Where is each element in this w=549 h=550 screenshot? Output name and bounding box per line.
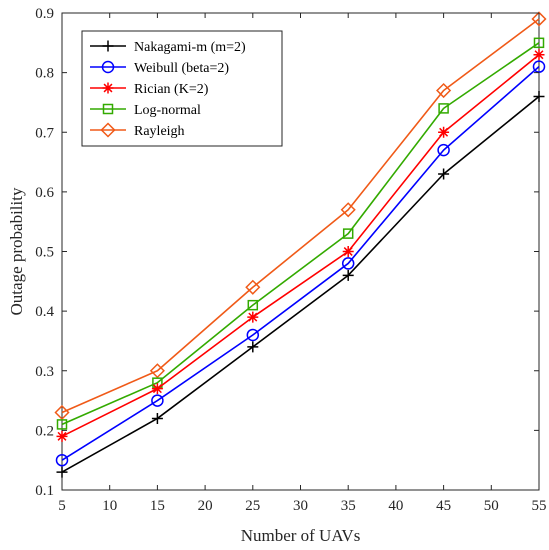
series-3 [56, 49, 545, 442]
legend-entry: Nakagami-m (m=2) [90, 40, 246, 55]
x-tick-label: 35 [341, 498, 356, 514]
y-tick-label: 0.4 [35, 304, 54, 320]
data-point [342, 269, 354, 281]
x-tick-label: 55 [532, 498, 547, 514]
data-point [342, 246, 354, 257]
data-point [56, 430, 68, 442]
data-point [340, 202, 356, 218]
x-tick-label: 20 [198, 498, 213, 514]
data-point [247, 299, 259, 311]
series-line [61, 42, 540, 426]
series-line [61, 54, 540, 438]
x-tick-label: 50 [484, 498, 499, 514]
legend-marker [101, 60, 115, 74]
legend: Nakagami-m (m=2) Weibull (beta=2) Rician (… [81, 30, 283, 147]
series-line [61, 18, 540, 414]
data-point [151, 383, 163, 395]
data-point [437, 143, 450, 157]
legend-label: Rician (K=2) [134, 82, 209, 97]
legend-label: Log-normal [134, 103, 201, 118]
data-point [247, 311, 259, 323]
data-point [246, 328, 260, 342]
legend-label: Rayleigh [134, 124, 185, 139]
series-line [61, 66, 540, 461]
data-point [531, 11, 547, 27]
legend-entry: Rician (K=2) [90, 82, 209, 97]
y-tick-label: 0.5 [35, 245, 54, 261]
series-layer [54, 11, 547, 478]
y-tick-label: 0.3 [35, 364, 54, 380]
legend-entry: Log-normal [90, 103, 201, 118]
x-tick-label: 45 [436, 498, 451, 514]
legend-marker [102, 40, 114, 52]
y-axis-title: Outage probability [7, 187, 26, 315]
legend-label: Nakagami-m (m=2) [134, 40, 246, 55]
x-axis-title: Number of UAVs [241, 526, 361, 545]
series-5 [54, 11, 547, 421]
data-point [247, 341, 259, 353]
data-point [438, 126, 450, 138]
x-tick-label: 25 [245, 498, 260, 514]
data-point [149, 363, 165, 379]
data-point [151, 394, 164, 407]
data-point [438, 103, 449, 114]
legend-label: Weibull (beta=2) [134, 61, 229, 76]
legend-entry: Rayleigh [90, 122, 185, 139]
axes-layer: 5 10 15 20 25 30 35 40 45 50 55 0.1 0.2 0.3 0.4 0.5 0.6 0… [35, 6, 546, 514]
data-point [533, 49, 545, 61]
data-point [54, 404, 70, 421]
x-tick-label: 40 [388, 498, 403, 514]
x-tick-label: 15 [150, 498, 165, 514]
data-point [151, 412, 163, 424]
y-tick-label: 0.7 [35, 125, 54, 141]
data-point [533, 90, 545, 102]
data-point [438, 168, 450, 180]
data-point [341, 257, 355, 270]
data-point [56, 466, 68, 478]
y-tick-label: 0.2 [35, 423, 54, 439]
x-tick-label: 10 [102, 498, 117, 514]
series-1 [56, 90, 545, 478]
legend-marker [102, 103, 114, 115]
data-point [56, 419, 68, 430]
legend-marker [100, 122, 116, 138]
data-point [245, 279, 261, 295]
series-4 [56, 37, 545, 430]
legend-entry: Weibull (beta=2) [90, 60, 229, 76]
data-point [533, 37, 545, 49]
x-tick-label: 30 [293, 498, 308, 514]
y-tick-label: 0.1 [35, 483, 54, 499]
data-point [436, 82, 452, 99]
y-tick-label: 0.9 [35, 6, 54, 22]
y-tick-label: 0.6 [35, 185, 54, 201]
x-tick-label: 5 [58, 498, 66, 514]
series-line [61, 95, 540, 473]
legend-marker [102, 82, 114, 94]
data-point [55, 453, 69, 467]
data-point [342, 228, 354, 239]
y-tick-label: 0.8 [35, 66, 54, 82]
